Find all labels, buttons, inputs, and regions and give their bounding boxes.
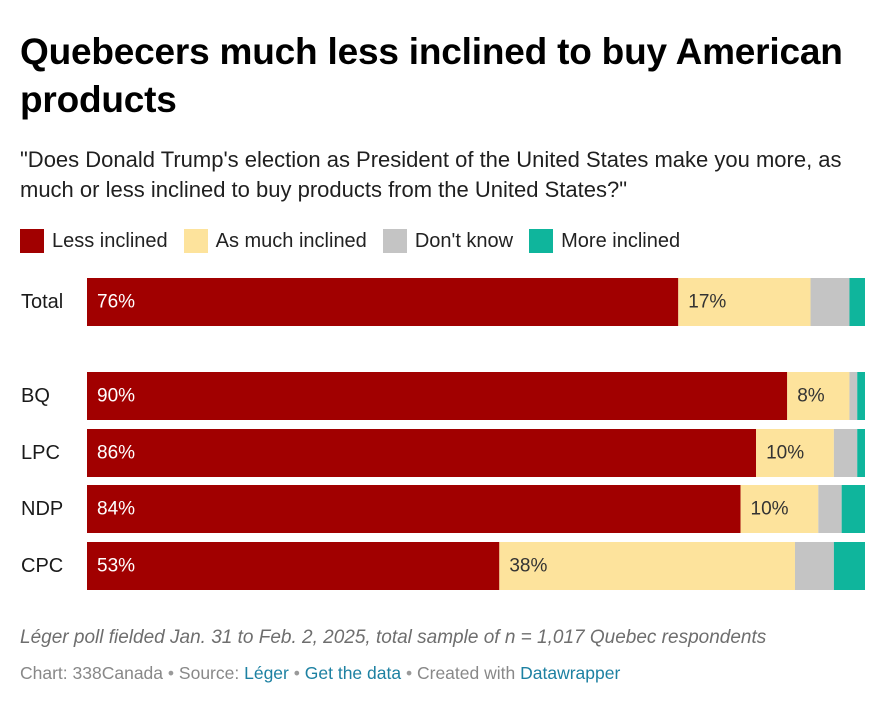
bar-ndp-less-inclined	[87, 485, 741, 533]
category-label-cpc: CPC	[21, 555, 63, 577]
chart-notes: Léger poll fielded Jan. 31 to Feb. 2, 20…	[20, 627, 767, 648]
legend-label-more-inclined: More inclined	[561, 229, 681, 252]
legend-swatch-dont-know	[382, 229, 407, 253]
bar-total-more-inclined	[849, 278, 865, 326]
value-label-total-as-much-inclined: 17%	[688, 292, 726, 313]
get-data-link[interactable]: Get the data	[304, 663, 402, 683]
legend-item-more-inclined: More inclined	[529, 229, 680, 253]
bar-lpc-less-inclined	[87, 429, 757, 477]
bar-bq-don-t-know	[849, 372, 858, 420]
category-label-bq: BQ	[21, 385, 50, 407]
bar-bq-as-much-inclined	[787, 372, 850, 420]
value-label-lpc-as-much-inclined: 10%	[766, 443, 804, 464]
footer-separator: •	[405, 663, 413, 683]
bar-lpc-more-inclined	[857, 429, 865, 477]
legend-item-dont-know: Don't know	[382, 229, 514, 253]
footer-separator: •	[293, 663, 300, 683]
chart-title: Quebecers much less inclined to buy Amer…	[20, 31, 843, 120]
value-label-ndp-less-inclined: 84%	[97, 499, 135, 520]
legend-label-less-inclined: Less inclined	[52, 229, 168, 252]
legend-label-as-much-inclined: As much inclined	[215, 229, 367, 252]
bar-ndp-don-t-know	[818, 485, 842, 533]
bar-cpc-don-t-know	[794, 542, 834, 590]
chart-credit: Chart: 338Canada	[20, 663, 164, 683]
category-label-ndp: NDP	[21, 498, 63, 520]
legend-item-as-much-inclined: As much inclined	[183, 229, 367, 253]
bar-bq-more-inclined	[857, 372, 865, 420]
value-label-total-less-inclined: 76%	[97, 292, 135, 313]
bar-cpc-as-much-inclined	[499, 542, 795, 590]
stacked-bar-chart: Total 76% 17% BQ 90% 8% LPC 86% 10% NDP 84% 10% CPC 5…	[21, 278, 865, 590]
chart-subtitle: "Does Donald Trump's election as Preside…	[20, 147, 842, 202]
legend-swatch-as-much-inclined	[183, 229, 208, 253]
category-label-lpc: LPC	[21, 442, 60, 464]
bar-total-less-inclined	[87, 278, 679, 326]
legend-swatch-less-inclined	[20, 229, 44, 253]
category-label-total: Total	[21, 291, 63, 313]
source-link[interactable]: Léger	[244, 663, 289, 683]
value-label-bq-as-much-inclined: 8%	[797, 386, 825, 407]
legend-swatch-more-inclined	[529, 229, 554, 253]
value-label-bq-less-inclined: 90%	[97, 386, 135, 407]
legend: Less inclined As much inclined Don't kno…	[20, 228, 696, 254]
bar-bq-less-inclined	[87, 372, 788, 420]
chart-footer: Chart: 338Canada • Source: Léger • Get t…	[20, 663, 620, 684]
legend-label-dont-know: Don't know	[414, 229, 514, 252]
bar-ndp-as-much-inclined	[740, 485, 819, 533]
footer-separator: •	[167, 663, 175, 683]
value-label-ndp-as-much-inclined: 10%	[751, 499, 789, 520]
bar-total-as-much-inclined	[678, 278, 811, 326]
legend-item-less-inclined: Less inclined	[20, 229, 168, 253]
value-label-cpc-less-inclined: 53%	[97, 556, 135, 577]
bar-cpc-less-inclined	[87, 542, 500, 590]
bar-total-don-t-know	[810, 278, 850, 326]
created-with-prefix: Created with	[416, 663, 516, 683]
bar-ndp-more-inclined	[841, 485, 865, 533]
bar-lpc-as-much-inclined	[756, 429, 834, 477]
bar-cpc-more-inclined	[833, 542, 865, 590]
value-label-cpc-as-much-inclined: 38%	[509, 556, 547, 577]
value-label-lpc-less-inclined: 86%	[97, 443, 135, 464]
source-prefix: Source:	[178, 663, 240, 683]
bar-lpc-don-t-know	[833, 429, 858, 477]
datawrapper-link[interactable]: Datawrapper	[520, 663, 621, 683]
